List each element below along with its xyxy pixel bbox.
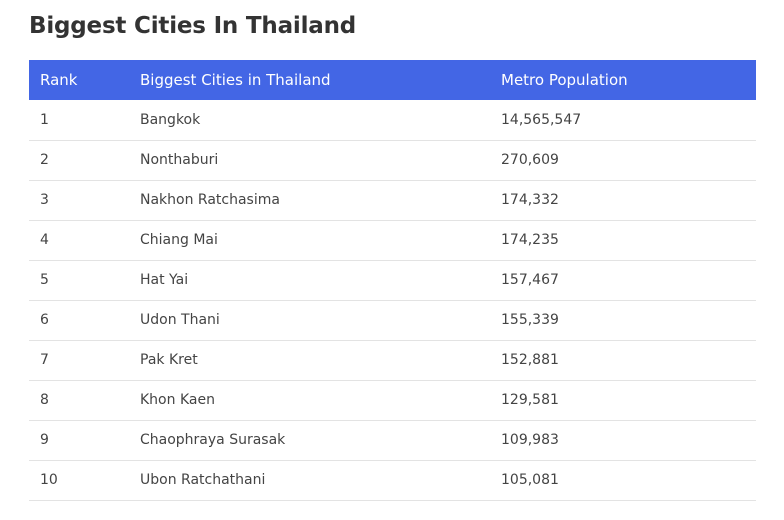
table-row: 6 Udon Thani 155,339 <box>29 300 756 341</box>
population-cell: 152,881 <box>490 340 756 381</box>
rank-cell: 4 <box>29 220 129 261</box>
rank-cell: 8 <box>29 380 129 421</box>
table-row: 4 Chiang Mai 174,235 <box>29 220 756 261</box>
rank-cell: 1 <box>29 100 129 141</box>
header-rank: Rank <box>29 60 129 100</box>
cities-table: Rank Biggest Cities in Thailand Metro Po… <box>29 60 756 501</box>
city-cell: Nonthaburi <box>129 140 490 181</box>
population-cell: 105,081 <box>490 460 756 501</box>
city-cell: Hat Yai <box>129 260 490 301</box>
population-cell: 155,339 <box>490 300 756 341</box>
rank-cell: 6 <box>29 300 129 341</box>
rank-cell: 2 <box>29 140 129 181</box>
table-row: 5 Hat Yai 157,467 <box>29 260 756 301</box>
city-cell: Khon Kaen <box>129 380 490 421</box>
table-header-row: Rank Biggest Cities in Thailand Metro Po… <box>29 60 756 100</box>
city-cell: Chiang Mai <box>129 220 490 261</box>
table-row: 1 Bangkok 14,565,547 <box>29 100 756 141</box>
table-row: 10 Ubon Ratchathani 105,081 <box>29 460 756 501</box>
population-cell: 157,467 <box>490 260 756 301</box>
rank-cell: 9 <box>29 420 129 461</box>
table-row: 8 Khon Kaen 129,581 <box>29 380 756 421</box>
city-cell: Nakhon Ratchasima <box>129 180 490 221</box>
page-title: Biggest Cities In Thailand <box>29 13 357 39</box>
table-row: 9 Chaophraya Surasak 109,983 <box>29 420 756 461</box>
table-row: 3 Nakhon Ratchasima 174,332 <box>29 180 756 221</box>
city-cell: Bangkok <box>129 100 490 141</box>
population-cell: 174,235 <box>490 220 756 261</box>
city-cell: Chaophraya Surasak <box>129 420 490 461</box>
population-cell: 174,332 <box>490 180 756 221</box>
rank-cell: 5 <box>29 260 129 301</box>
header-population: Metro Population <box>490 60 756 100</box>
city-cell: Udon Thani <box>129 300 490 341</box>
table-row: 7 Pak Kret 152,881 <box>29 340 756 381</box>
table-row: 2 Nonthaburi 270,609 <box>29 140 756 181</box>
population-cell: 14,565,547 <box>490 100 756 141</box>
population-cell: 129,581 <box>490 380 756 421</box>
rank-cell: 7 <box>29 340 129 381</box>
city-cell: Pak Kret <box>129 340 490 381</box>
rank-cell: 3 <box>29 180 129 221</box>
city-cell: Ubon Ratchathani <box>129 460 490 501</box>
header-city: Biggest Cities in Thailand <box>129 60 490 100</box>
rank-cell: 10 <box>29 460 129 501</box>
population-cell: 270,609 <box>490 140 756 181</box>
population-cell: 109,983 <box>490 420 756 461</box>
